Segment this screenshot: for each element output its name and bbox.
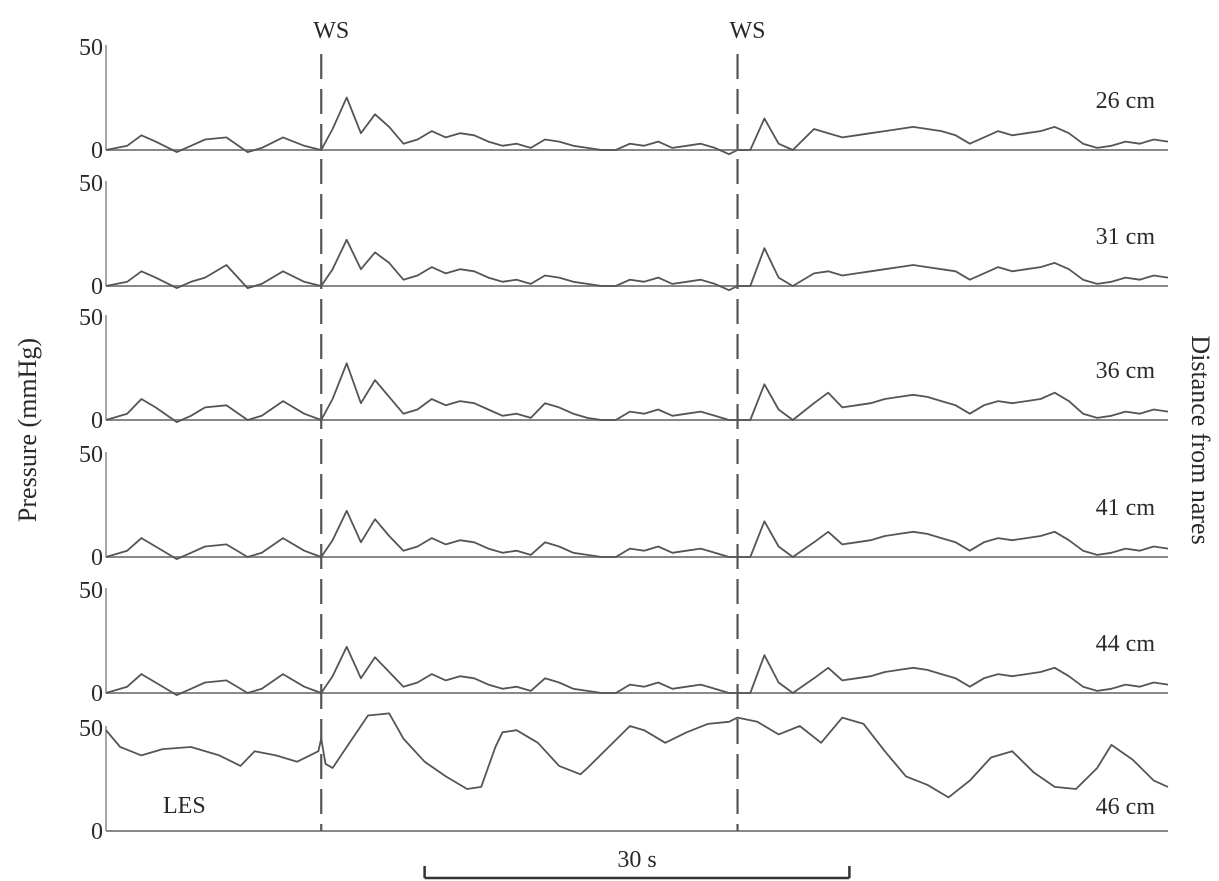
y-tick-label-zero: 0 bbox=[91, 408, 103, 434]
y-tick-label-top: 50 bbox=[79, 578, 103, 604]
y-tick-label-zero: 0 bbox=[91, 681, 103, 707]
right-axis-label: Distance from nares bbox=[1186, 335, 1215, 544]
channel-label: 31 cm bbox=[1096, 224, 1156, 250]
panel-1: 50 0 26 cm bbox=[79, 35, 1169, 164]
panel-5: 50 0 44 cm bbox=[79, 578, 1169, 707]
pressure-trace bbox=[105, 96, 1169, 156]
event-markers: WS WS bbox=[313, 18, 766, 831]
pressure-trace bbox=[105, 238, 1169, 292]
y-tick-label-zero: 0 bbox=[91, 274, 103, 300]
ws-marker-label: WS bbox=[313, 18, 349, 44]
time-scale-bar: 30 s bbox=[423, 847, 851, 880]
y-tick-label-top: 50 bbox=[79, 35, 103, 61]
channel-label: 46 cm bbox=[1096, 794, 1156, 820]
channel-panels: 50 0 26 cm 50 0 31 cm 50 0 36 cm 50 0 41 cm 50 0 44 cm… bbox=[79, 35, 1169, 845]
y-tick-label-top: 50 bbox=[79, 716, 103, 742]
channel-label: 26 cm bbox=[1096, 88, 1156, 114]
panel-3: 50 0 36 cm bbox=[79, 305, 1169, 434]
pressure-trace bbox=[105, 509, 1169, 560]
y-tick-label-zero: 0 bbox=[91, 138, 103, 164]
scale-bar-label: 30 s bbox=[617, 847, 656, 873]
y-axis-label: Pressure (mmHg) bbox=[13, 338, 42, 522]
channel-label: 44 cm bbox=[1096, 631, 1156, 657]
y-tick-label-zero: 0 bbox=[91, 545, 103, 571]
y-tick-label-top: 50 bbox=[79, 305, 103, 331]
channel-annotation: LES bbox=[163, 793, 206, 819]
panel-2: 50 0 31 cm bbox=[79, 171, 1169, 300]
y-tick-label-zero: 0 bbox=[91, 819, 103, 845]
ws-marker-label: WS bbox=[730, 18, 766, 44]
panel-4: 50 0 41 cm bbox=[79, 442, 1169, 571]
pressure-trace bbox=[105, 645, 1169, 696]
y-tick-label-top: 50 bbox=[79, 171, 103, 197]
pressure-trace bbox=[105, 362, 1169, 424]
panel-6: 50 0 46 cm LES bbox=[79, 712, 1169, 845]
y-tick-label-top: 50 bbox=[79, 442, 103, 468]
channel-label: 41 cm bbox=[1096, 495, 1156, 521]
channel-label: 36 cm bbox=[1096, 358, 1156, 384]
pressure-trace bbox=[105, 712, 1169, 799]
